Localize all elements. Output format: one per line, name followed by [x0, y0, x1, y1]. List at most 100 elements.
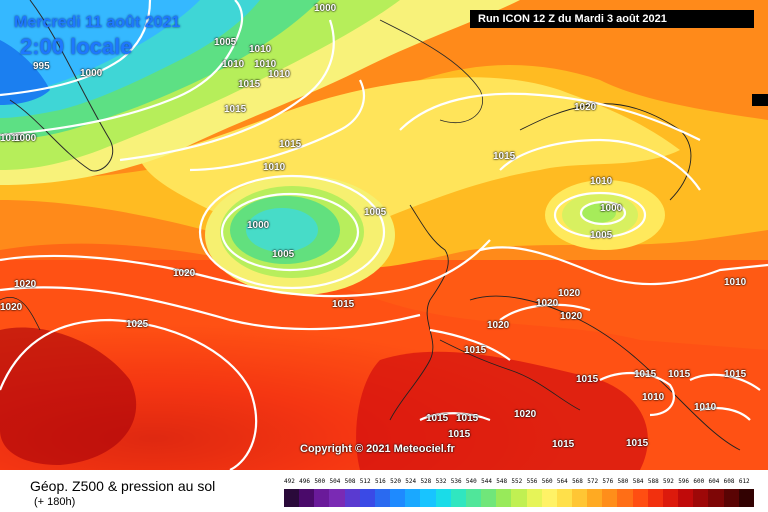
scale-tick-label: 572 — [587, 478, 599, 485]
isobar-label: 1010 — [263, 162, 286, 173]
scale-tick-label: 520 — [390, 478, 401, 485]
scale-tick-label: 552 — [511, 478, 523, 485]
scale-tick-label: 592 — [663, 478, 674, 485]
run-banner: Run ICON 12 Z du Mardi 3 août 2021 — [470, 10, 754, 28]
scale-tick-label: 560 — [541, 478, 553, 485]
isobar-label: 1020 — [536, 298, 559, 309]
geopotential-field — [0, 0, 768, 470]
scale-bar — [284, 489, 754, 507]
isobar-label: 1020 — [560, 311, 583, 322]
copyright-notice: Copyright © 2021 Meteociel.fr — [300, 443, 455, 455]
isobar-label: 1020 — [487, 320, 510, 331]
scale-ticks: 492 496 500 504 508 512 516 520 524 528 532 536 540 5… — [284, 478, 754, 488]
isobar-label: 1015 — [493, 151, 516, 162]
scale-tick-label: 596 — [678, 478, 690, 485]
scale-tick-label: 564 — [556, 478, 568, 485]
scale-color-swatch — [511, 489, 527, 507]
isobar-label: 995 — [33, 61, 50, 72]
isobar-label: 1010 — [222, 59, 245, 70]
scale-color-swatch — [526, 489, 542, 507]
weather-map: Mercredi 11 août 2021 2:00 locale Run IC… — [0, 0, 768, 470]
scale-tick-label: 516 — [374, 478, 386, 485]
scale-tick-label: 556 — [526, 478, 538, 485]
isobar-label: 1010 — [694, 402, 717, 413]
scale-color-swatch — [617, 489, 633, 507]
scale-color-swatch — [587, 489, 603, 507]
isobar-label: 1010 — [254, 59, 277, 70]
scale-tick-label: 500 — [314, 478, 326, 485]
scale-tick-label: 496 — [299, 478, 310, 485]
isobar-label: 1005 — [590, 230, 613, 241]
scale-tick-label: 528 — [420, 478, 432, 485]
isobar-label: 1000 — [600, 203, 623, 214]
scale-tick-label: 508 — [344, 478, 356, 485]
isobar-label: 1015 — [448, 429, 471, 440]
isobar-label: 1005 — [272, 249, 295, 260]
isobar-label: 1020 — [514, 409, 537, 420]
isobar-label: 1020 — [173, 268, 196, 279]
scale-color-swatch — [284, 489, 300, 507]
isobar-label: 1005 — [364, 207, 387, 218]
scale-tick-label: 504 — [329, 478, 341, 485]
isobar-label: 1015 — [724, 369, 747, 380]
isobar-label: 1015 — [668, 369, 691, 380]
scale-color-swatch — [299, 489, 315, 507]
isobar-label: 1020 — [0, 302, 23, 313]
isobar-label: 1000 — [80, 68, 103, 79]
isobar-label: 1015 — [626, 438, 649, 449]
scale-tick-label: 544 — [481, 478, 492, 485]
isobar-label: 1015 — [634, 369, 657, 380]
isobar-label: 1025 — [126, 319, 149, 330]
isobar-label: 1000 — [247, 220, 270, 231]
isobar-label: 1000 — [14, 133, 37, 144]
forecast-time: 2:00 locale — [20, 34, 133, 59]
scale-color-swatch — [465, 489, 482, 507]
scale-color-swatch — [496, 489, 512, 507]
scale-tick-label: 584 — [632, 478, 644, 485]
scale-tick-label: 512 — [359, 478, 371, 485]
scale-color-swatch — [647, 489, 663, 507]
isobar-label: 1010 — [724, 277, 747, 288]
scale-color-swatch — [481, 489, 497, 507]
isobar-label: 1015 — [332, 299, 355, 310]
scale-color-swatch — [723, 489, 739, 507]
legend-panel: Géop. Z500 & pression au sol (+ 180h) 49… — [0, 470, 768, 512]
isobar-label: 1020 — [574, 102, 597, 113]
scale-color-swatch — [571, 489, 588, 507]
scale-color-swatch — [390, 489, 406, 507]
scale-tick-label: 600 — [693, 478, 705, 485]
isobar-label: 1010 — [642, 392, 665, 403]
isobar-label: 1015 — [464, 345, 487, 356]
scale-color-swatch — [693, 489, 709, 507]
scale-tick-label: 604 — [708, 478, 720, 485]
isobar-label: 1015 — [238, 79, 261, 90]
scale-color-swatch — [405, 489, 421, 507]
isobar-label: 1015 — [426, 413, 449, 424]
scale-tick-label: 576 — [602, 478, 614, 485]
scale-color-swatch — [662, 489, 679, 507]
scale-tick-label: 532 — [435, 478, 447, 485]
scale-tick-label: 608 — [723, 478, 735, 485]
legend-subtitle: (+ 180h) — [34, 496, 76, 508]
scale-tick-label: 540 — [465, 478, 477, 485]
isobar-label: 1020 — [14, 279, 37, 290]
scale-color-swatch — [708, 489, 724, 507]
scale-color-swatch — [435, 489, 451, 507]
scale-color-swatch — [314, 489, 330, 507]
color-scale: 492 496 500 504 508 512 516 520 524 528 532 536 540 5… — [284, 478, 754, 508]
isobar-label: 1020 — [558, 288, 581, 299]
forecast-date: Mercredi 11 août 2021 — [14, 14, 181, 31]
legend-title: Géop. Z500 & pression au sol — [30, 478, 216, 494]
scale-tick-label: 568 — [572, 478, 583, 485]
scale-color-swatch — [678, 489, 694, 507]
scale-color-swatch — [556, 489, 572, 507]
scale-tick-label: 536 — [450, 478, 462, 485]
scale-color-swatch — [450, 489, 466, 507]
isobar-label: 1010 — [268, 69, 291, 80]
scale-tick-label: 580 — [617, 478, 629, 485]
scale-color-swatch — [632, 489, 648, 507]
isobar-label: 1015 — [576, 374, 599, 385]
scale-color-swatch — [738, 489, 754, 507]
scale-color-swatch — [374, 489, 391, 507]
scale-color-swatch — [359, 489, 375, 507]
